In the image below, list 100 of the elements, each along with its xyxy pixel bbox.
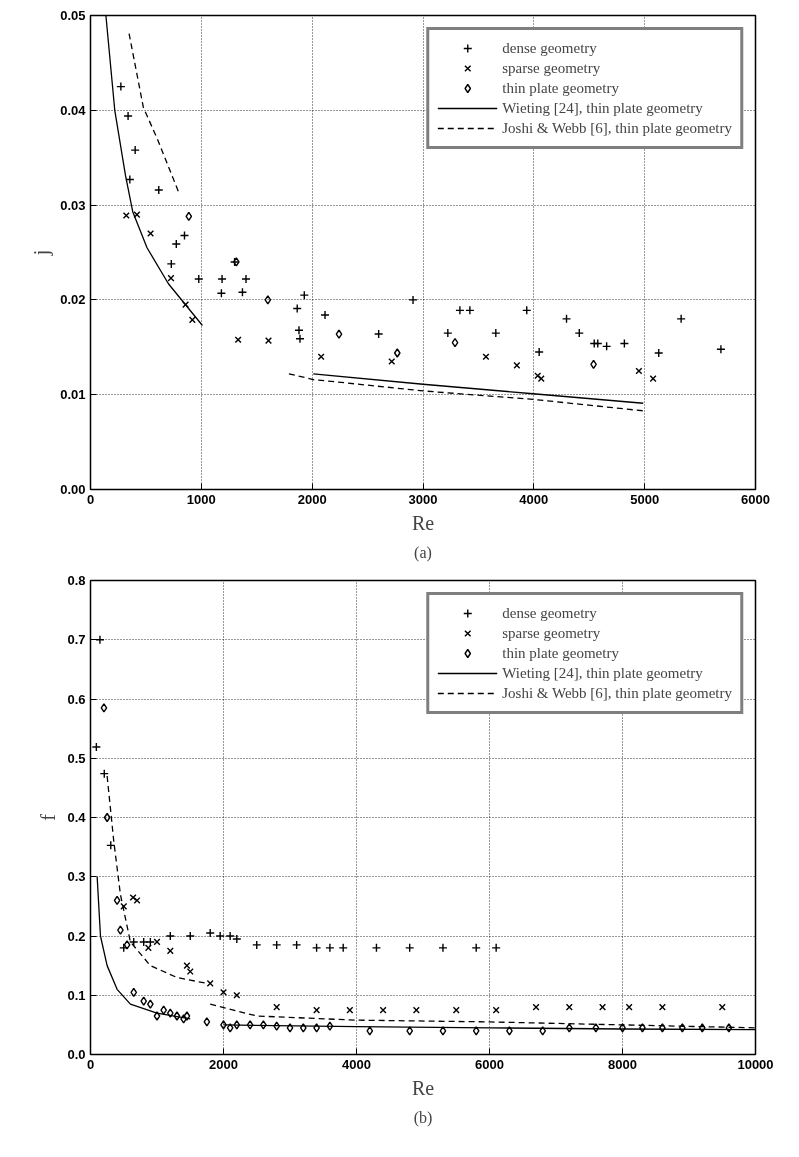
point	[373, 329, 384, 339]
point	[252, 940, 262, 950]
y-tick-label: 0.7	[67, 632, 86, 648]
point	[659, 1023, 666, 1033]
y-tick-label: 0.5	[67, 750, 86, 766]
point	[451, 337, 459, 348]
point	[658, 1003, 666, 1011]
y-tick-label: 0.00	[60, 482, 86, 497]
point	[438, 943, 448, 953]
point	[241, 274, 251, 284]
point	[171, 239, 181, 249]
point	[718, 1003, 726, 1011]
point	[166, 1008, 174, 1018]
point	[146, 999, 154, 1009]
point	[233, 1020, 241, 1030]
point	[113, 895, 121, 906]
point	[100, 703, 108, 713]
point	[232, 934, 242, 944]
y-tick-label: 0.8	[67, 573, 86, 588]
point	[534, 347, 544, 357]
point	[130, 987, 138, 997]
y-tick-label: 0.6	[67, 691, 86, 707]
point	[532, 1003, 540, 1011]
point	[592, 1023, 600, 1033]
point	[455, 305, 465, 316]
y-tick-label: 0.2	[67, 928, 86, 944]
x-tick-label: 2000	[209, 1056, 238, 1072]
point	[371, 943, 382, 953]
point	[165, 931, 175, 941]
point	[153, 1011, 161, 1021]
point	[561, 314, 572, 324]
x-tick-label: 5000	[630, 491, 660, 507]
point	[625, 1003, 633, 1011]
point	[698, 1023, 706, 1033]
point	[219, 988, 228, 996]
point	[133, 211, 141, 219]
point	[144, 944, 152, 952]
point	[313, 1006, 321, 1014]
point	[574, 328, 584, 338]
point	[452, 1006, 460, 1014]
y-tick-label: 0.0	[67, 1047, 86, 1062]
point	[346, 1006, 354, 1014]
point	[472, 1026, 480, 1036]
point	[393, 348, 401, 358]
point	[133, 896, 141, 904]
point	[539, 1026, 547, 1036]
point	[206, 979, 214, 987]
legend-label: dense geometry	[502, 39, 597, 57]
point	[129, 893, 137, 902]
x-tick-label: 10000	[737, 1056, 774, 1072]
x-tick-label: 0	[86, 491, 95, 507]
point	[676, 314, 686, 324]
point	[482, 353, 490, 361]
point	[513, 361, 521, 369]
point	[166, 947, 174, 955]
point	[205, 928, 215, 938]
point	[408, 295, 418, 305]
point	[260, 1020, 267, 1030]
point	[91, 742, 102, 752]
y-tick-label: 0.01	[60, 387, 86, 403]
y-tick-label: 0.02	[60, 292, 86, 308]
point	[678, 1023, 686, 1033]
point	[388, 357, 396, 366]
point	[635, 367, 643, 375]
y-tick-label: 0.4	[67, 810, 87, 825]
point	[183, 962, 191, 970]
legend-label: sparse geometry	[502, 624, 601, 642]
legend-label: Joshi & Webb [6], thin plate geometry	[502, 119, 732, 137]
point	[565, 1023, 573, 1033]
y-axis-title: f	[37, 813, 60, 821]
point	[233, 991, 241, 999]
point	[492, 1006, 500, 1014]
point	[471, 943, 481, 953]
point	[225, 931, 235, 941]
point	[599, 1003, 607, 1011]
point	[299, 1023, 307, 1033]
point	[147, 230, 155, 238]
point	[166, 259, 176, 269]
text: (a)	[414, 543, 432, 562]
x-tick-label: 4000	[519, 491, 549, 507]
legend-label: sparse geometry	[502, 59, 601, 77]
point	[325, 943, 335, 953]
point	[103, 812, 111, 823]
point	[264, 337, 273, 345]
point	[194, 274, 204, 284]
point	[95, 635, 105, 645]
point	[465, 305, 475, 316]
point	[338, 943, 348, 953]
point	[716, 344, 726, 354]
point	[116, 81, 126, 92]
x-tick-label: 2000	[297, 491, 327, 507]
point	[122, 212, 130, 220]
point	[405, 943, 415, 953]
point	[140, 996, 148, 1006]
y-tick-label: 0.05	[60, 8, 86, 23]
y-tick-label: 0.04	[60, 102, 87, 118]
point	[491, 943, 501, 953]
point	[366, 1026, 374, 1036]
text: (b)	[413, 1108, 433, 1127]
point	[129, 937, 139, 947]
